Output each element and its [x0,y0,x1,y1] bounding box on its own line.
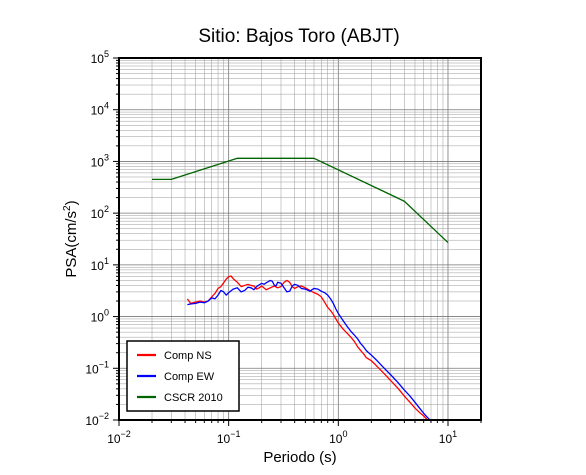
legend-label-cscr-2010: CSCR 2010 [164,392,223,404]
y-tick-label-base: 10 [91,104,105,118]
y-axis-label-suffix: ) [63,200,80,205]
plot-frame [118,57,482,421]
x-tick-label: 10−2 [107,429,131,446]
legend: Comp NS Comp EW CSCR 2010 [126,340,240,412]
y-axis-label-exponent: 2 [62,205,73,211]
series-line-cscr-2010 [152,157,449,244]
y-tick-label-exponent: 0 [104,308,109,318]
y-tick-label-exponent: 1 [104,256,109,266]
x-tick-label: 100 [329,429,347,446]
y-tick-label-exponent: 3 [104,152,109,162]
x-tick-label-exponent: 1 [452,429,457,439]
y-tick-label: 101 [91,256,109,273]
y-tick-label-base: 10 [85,414,99,428]
y-tick-label-base: 10 [91,155,105,169]
x-tick-label-base: 10 [329,432,343,446]
x-tick-label: 10−1 [217,429,241,446]
y-tick-label-base: 10 [91,311,105,325]
y-tick-label: 10−1 [85,359,109,376]
y-tick-label-base: 10 [91,207,105,221]
y-axis-label-prefix: PSA(cm/s [63,211,80,278]
x-tick-label-exponent: −1 [230,429,240,439]
y-tick-label: 100 [91,308,109,325]
x-axis-label: Periodo (s) [263,449,336,466]
y-tick-label-exponent: −1 [99,359,109,369]
x-tick-label: 101 [439,429,457,446]
x-tick-label-exponent: −2 [121,429,131,439]
x-tick-label-base: 10 [107,432,121,446]
y-axis-label: PSA(cm/s2) [62,200,80,277]
y-tick-label-exponent: 4 [104,101,109,111]
legend-label-comp-ew: Comp EW [164,371,215,383]
y-tick-label-exponent: −2 [99,411,109,421]
series-line-comp-ew [187,279,432,422]
y-tick-label: 102 [91,204,109,221]
grid [118,57,482,421]
chart-title: Sitio: Bajos Toro (ABJT) [198,26,399,47]
x-tick-label-base: 10 [217,432,231,446]
y-tick-label: 105 [91,49,109,66]
legend-label-comp-ns: Comp NS [164,350,212,362]
y-tick-label-base: 10 [91,259,105,273]
y-tick-label-exponent: 5 [104,49,109,59]
series-line-comp-ns [186,275,428,421]
x-axis-ticks: 10−2 10−1 100 101 [107,420,482,446]
y-tick-label-exponent: 2 [104,204,109,214]
x-tick-label-base: 10 [439,432,453,446]
y-tick-label-base: 10 [85,362,99,376]
x-tick-label-exponent: 0 [342,429,347,439]
y-tick-label-base: 10 [91,52,105,66]
y-tick-label: 10−2 [85,411,109,428]
y-tick-label: 104 [91,101,109,118]
series-layer [152,157,449,422]
y-tick-label: 103 [91,152,109,169]
